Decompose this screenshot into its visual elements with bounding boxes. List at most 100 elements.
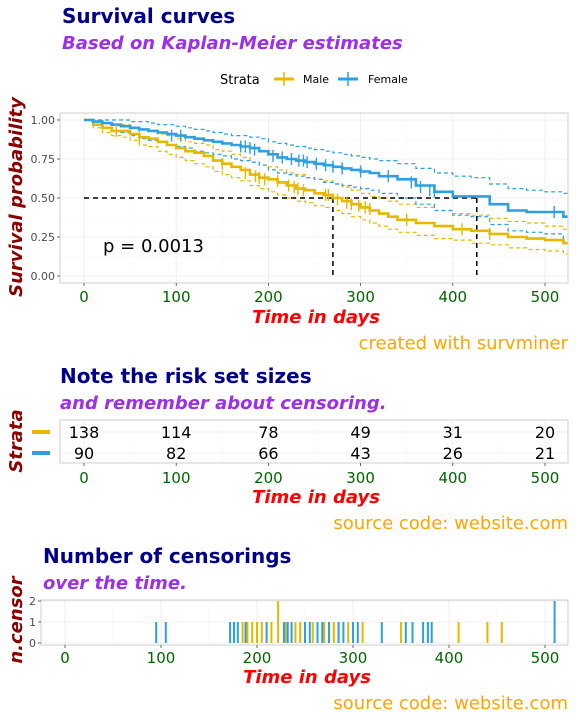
x-tick-label: 300 (346, 469, 375, 487)
risk-table-caption: source code: website.com (333, 513, 568, 534)
censor-bar-male (299, 622, 302, 643)
survival-caption: created with survminer (359, 333, 569, 354)
censor-bar-male (486, 622, 489, 643)
censor-bar-male (311, 622, 314, 643)
censor-bar-male (277, 601, 280, 643)
y-tick-label: 0.50 (31, 192, 56, 205)
risk-table-x-label: Time in days (252, 487, 380, 508)
censor-bar-female (328, 622, 330, 643)
censor-bar-female (244, 622, 247, 643)
survival-y-label: Survival probability (6, 96, 27, 297)
censor-bar-male (332, 622, 335, 643)
censor-y-ticks: 0 1 2 (29, 595, 41, 650)
x-tick-label: 500 (531, 288, 560, 306)
y-tick-label: 1 (29, 616, 36, 629)
ci-lower-male (84, 119, 568, 255)
censor-bar-female (356, 622, 359, 643)
censor-bar-female (352, 622, 354, 643)
censor-marks (115, 124, 555, 240)
censor-x-label: Time in days (243, 667, 371, 688)
censor-bar-female (236, 622, 239, 643)
censor-bar-male (500, 622, 503, 643)
x-tick-label: 0 (79, 469, 89, 487)
survival-x-ticks: 0 100 200 300 400 500 (79, 283, 559, 306)
censor-bar-male (400, 622, 402, 643)
censor-bar-male (270, 622, 273, 643)
censor-bar-male (251, 622, 254, 643)
censor-bar-male (457, 622, 460, 643)
x-tick-label: 400 (438, 469, 467, 487)
survival-subtitle: Based on Kaplan-Meier estimates (62, 33, 403, 54)
risk-table-grid (60, 420, 568, 463)
risk-cell-female: 26 (443, 444, 463, 463)
x-tick-label: 400 (438, 288, 467, 306)
censor-bar-female (282, 622, 285, 643)
censor-bar-male (260, 622, 263, 643)
x-tick-label: 400 (435, 649, 464, 667)
risk-cell-male: 49 (350, 423, 370, 442)
censor-bar-female (426, 622, 429, 643)
censor-bar-female (290, 622, 293, 643)
risk-cell-female: 82 (166, 444, 186, 463)
censor-bar-male (241, 622, 244, 643)
risk-cell-male: 78 (258, 423, 278, 442)
risk-table-y-label: Strata (6, 409, 27, 472)
censor-bar-female (342, 622, 345, 643)
risk-cell-male: 114 (161, 423, 192, 442)
censor-bars (155, 601, 556, 643)
x-tick-label: 0 (60, 649, 70, 667)
survival-title: Survival curves (62, 4, 235, 28)
censor-bar-female (229, 622, 232, 643)
censor-bar-male (323, 622, 326, 643)
y-tick-label: 0.25 (31, 231, 56, 244)
risk-cell-female: 43 (350, 444, 370, 463)
legend-label-female: Female (368, 73, 408, 86)
censor-bar-male (256, 622, 258, 643)
risk-cell-female: 66 (258, 444, 278, 463)
y-tick-label: 1.00 (31, 114, 56, 127)
risk-table-cells: 138 114 78 49 31 20 90 82 66 43 26 21 (69, 423, 555, 463)
censor-x-ticks: 0 100 200 300 400 500 (60, 645, 559, 667)
censor-bar-male (284, 622, 287, 643)
median-lines (84, 197, 478, 276)
x-tick-label: 200 (243, 649, 272, 667)
x-tick-label: 0 (79, 288, 89, 306)
ci-upper-male (84, 119, 568, 230)
censor-bar-male (246, 622, 249, 643)
x-tick-label: 500 (531, 649, 560, 667)
y-tick-label: 0.75 (31, 153, 56, 166)
x-tick-label: 200 (254, 469, 283, 487)
x-tick-label: 100 (162, 469, 191, 487)
censor-title: Number of censorings (43, 544, 291, 568)
risk-cell-male: 138 (69, 423, 100, 442)
censor-bar-female (265, 622, 268, 643)
survival-curves (84, 118, 568, 245)
p-value-annotation: p = 0.0013 (103, 236, 204, 257)
confidence-bands (84, 119, 568, 255)
censor-plot-frame (40, 599, 569, 646)
ci-lower-female (84, 119, 568, 240)
legend: Strata Male Female (220, 72, 408, 88)
x-tick-label: 100 (162, 288, 191, 306)
censor-bar-female (286, 622, 289, 643)
censor-bar-female (380, 622, 383, 643)
censor-bar-female (308, 622, 311, 643)
risk-table-title: Note the risk set sizes (60, 364, 312, 388)
y-tick-label: 0 (29, 637, 36, 650)
censor-bar-female (304, 622, 306, 643)
censor-bar-female (411, 622, 414, 643)
risk-table-x-ticks: 0 100 200 300 400 500 (79, 463, 559, 487)
censor-bar-female (316, 622, 319, 643)
risk-table-frame (59, 419, 569, 464)
legend-title: Strata (220, 73, 260, 88)
x-tick-label: 100 (147, 649, 176, 667)
x-tick-label: 200 (254, 288, 283, 306)
censor-bar-female (337, 622, 340, 643)
risk-table-subtitle: and remember about censoring. (60, 393, 387, 414)
survival-x-label: Time in days (252, 307, 380, 328)
censor-bar-male (361, 622, 364, 643)
x-tick-label: 500 (531, 469, 560, 487)
censor-bar-female (155, 622, 158, 643)
risk-cell-female: 90 (74, 444, 94, 463)
